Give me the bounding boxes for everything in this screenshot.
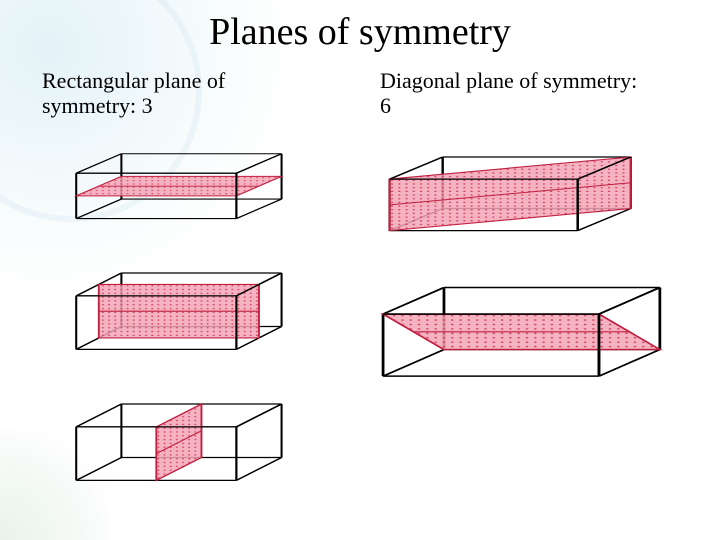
cuboid-vertical_long-icon [68, 245, 298, 357]
right-figure-diag_face_lr [380, 130, 650, 243]
left-label-line1: Rectangular plane of [42, 68, 225, 93]
right-label-line2: 6 [380, 93, 391, 118]
left-label-line2: symmetry: 3 [42, 93, 153, 118]
right-label-line1: Diagonal plane of symmetry: [380, 68, 637, 93]
cuboid-vertical_short-icon [68, 376, 298, 488]
left-figure-vertical_long [68, 245, 298, 362]
left-figure-horizontal [68, 130, 298, 230]
cuboid-diag_top_bottom-icon [372, 255, 682, 385]
left-figure-vertical_short [68, 376, 298, 493]
cuboid-horizontal-icon [68, 130, 298, 225]
right-column-label: Diagonal plane of symmetry: 6 [380, 68, 710, 119]
cuboid-diag_face_lr-icon [380, 130, 650, 238]
slide-root: Planes of symmetry Rectangular plane of … [0, 0, 720, 540]
slide-title: Planes of symmetry [0, 10, 720, 54]
right-figure-diag_top_bottom [372, 255, 682, 390]
left-column-label: Rectangular plane of symmetry: 3 [42, 68, 302, 119]
